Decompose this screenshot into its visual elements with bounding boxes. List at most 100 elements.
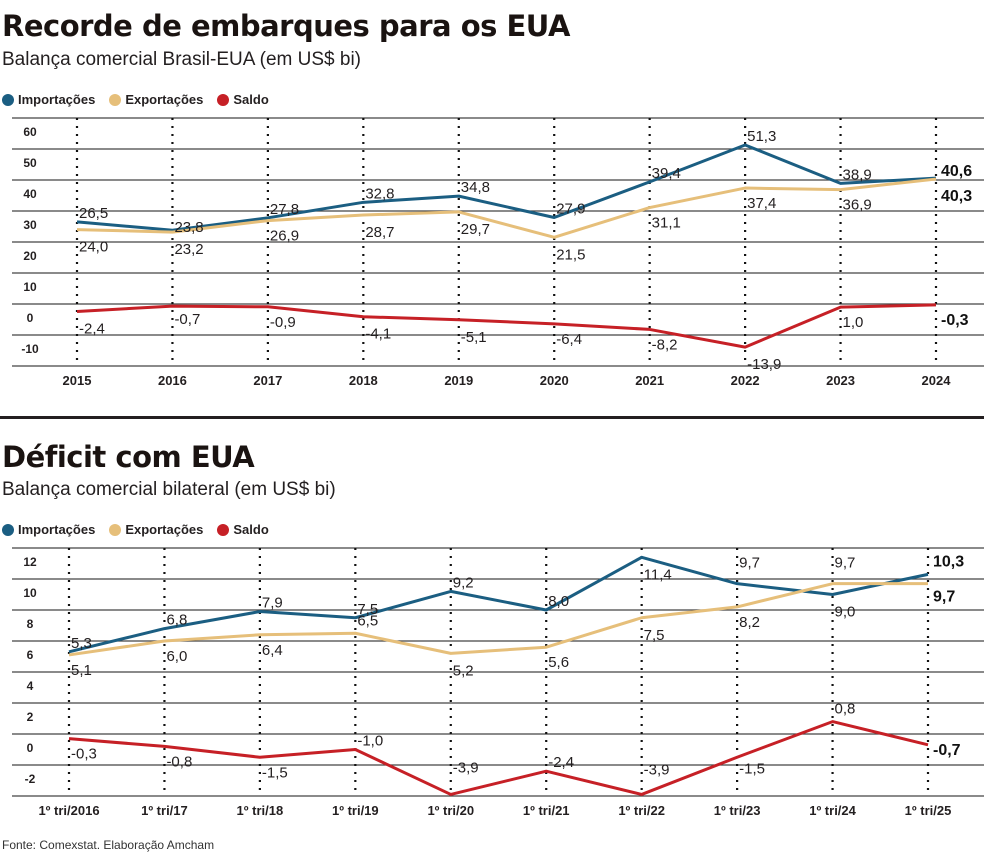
data-label-saldo: 0,8 [835,701,856,718]
data-label-importacoes: 9,2 [453,574,474,591]
x-tick-label: 2017 [253,373,282,388]
chart1-subtitle: Balança comercial Brasil-EUA (em US$ bi) [2,49,362,70]
chart1-plot: 60 50 40 30 20 10 0 -10 2015 2016 2017 2018 2019 2020… [12,117,984,388]
x-tick-label: 2023 [826,373,855,388]
data-label-exportacoes: 6,0 [166,648,187,665]
data-label-importacoes: 8,0 [548,593,569,610]
y-tick-label: -10 [21,342,39,356]
data-label-exportacoes: 21,5 [556,246,585,263]
data-label-exportacoes: 23,2 [174,241,203,258]
data-label-saldo: -6,4 [556,331,582,348]
data-label-saldo: -8,2 [652,336,678,353]
x-tick-label: 2022 [731,373,760,388]
source-footer: Fonte: Comexstat. Elaboração Amcham [2,838,215,852]
x-tick-label: 1º tri/23 [714,803,761,818]
x-tick-label: 2024 [922,373,952,388]
legend-label: Exportações [125,522,204,537]
y-tick-label: 12 [23,555,37,569]
data-label-importacoes: 5,3 [71,635,92,652]
data-label-saldo: -0,7 [933,742,961,759]
data-label-exportacoes: 6,5 [357,612,378,629]
data-label-saldo: -0,3 [941,312,969,329]
data-label-saldo: -0,3 [71,746,97,763]
data-label-saldo: -1,5 [262,764,288,781]
y-tick-label: 20 [23,249,37,263]
series-line-exportacoes [68,582,928,657]
y-tick-label: 6 [27,648,34,662]
x-tick-label: 1º tri/17 [141,803,188,818]
x-tick-label: 2016 [158,373,187,388]
data-label-exportacoes: 9,7 [933,589,955,606]
legend-label: Saldo [233,522,269,537]
data-label-saldo: -5,1 [461,329,487,346]
y-tick-label: 4 [27,679,34,693]
data-label-exportacoes: 5,2 [453,662,474,679]
data-label-importacoes: 11,4 [644,566,672,583]
x-tick-label: 2018 [349,373,378,388]
legend-label: Importações [18,522,96,537]
data-label-importacoes: 7,5 [357,601,378,618]
data-label-exportacoes: 29,7 [461,221,490,238]
data-label-saldo: -13,9 [747,356,781,373]
data-label-importacoes: 23,8 [174,219,203,236]
data-label-saldo: 1,0 [843,314,864,331]
legend-item-importacoes: Importações [2,522,95,537]
data-label-exportacoes: 36,9 [843,197,872,214]
data-label-saldo: -2,4 [79,320,105,337]
x-tick-label: 1º tri/19 [332,803,379,818]
exportacoes-swatch-icon [109,93,122,106]
series-line-saldo [68,720,929,796]
data-label-saldo: -1,5 [739,760,765,777]
data-label-saldo: -0,8 [166,753,192,770]
chart2-title: Déficit com EUA [2,440,255,474]
series-line-importacoes [76,143,937,232]
series-line-exportacoes [76,177,937,239]
series-line-saldo [76,303,937,349]
chart2-subtitle: Balança comercial bilateral (em US$ bi) [2,479,336,500]
data-label-saldo: -1,0 [357,733,383,750]
x-tick-label: 2019 [444,373,473,388]
data-label-saldo: -2,4 [548,754,574,771]
y-tick-label: 40 [23,187,37,201]
data-label-importacoes: 40,6 [941,163,972,180]
data-label-importacoes: 34,8 [461,179,490,196]
data-label-importacoes: 26,5 [79,205,108,222]
data-label-importacoes: 6,8 [166,612,187,629]
data-label-exportacoes: 26,9 [270,228,299,245]
legend-item-saldo: Saldo [217,92,269,107]
data-label-importacoes: 9,7 [739,555,760,572]
data-label-saldo: -0,7 [174,311,200,328]
y-tick-label: 10 [23,586,37,600]
legend-item-exportacoes: Exportações [109,522,203,537]
x-tick-label: 2021 [635,373,664,388]
data-label-importacoes: 10,3 [933,553,964,570]
y-tick-label: 0 [27,741,34,755]
x-tick-label: 1º tri/2016 [38,803,99,818]
x-tick-label: 2015 [63,373,92,388]
data-label-exportacoes: 40,3 [941,188,972,205]
x-tick-label: 1º tri/20 [427,803,474,818]
y-tick-label: 60 [23,125,37,139]
data-label-exportacoes: 8,2 [739,614,760,631]
y-tick-label: 0 [27,311,34,325]
importacoes-swatch-icon [2,93,14,106]
x-tick-label: 1º tri/21 [523,803,570,818]
data-label-importacoes: 32,8 [365,185,394,202]
y-tick-label: 50 [23,156,37,170]
data-label-exportacoes: 24,0 [79,239,108,256]
y-tick-label: 30 [23,218,37,232]
legend-item-importacoes: Importações [2,92,95,107]
chart2-plot: 12 10 8 6 4 2 0 -2 1º tri/2016 1º tri/17 1º tri/18… [12,547,984,818]
data-label-saldo: -3,9 [644,761,670,778]
saldo-swatch-icon [217,523,230,536]
data-label-exportacoes: 6,4 [262,642,283,659]
exportacoes-swatch-icon [109,523,122,536]
x-tick-label: 2020 [540,373,569,388]
chart1-title: Recorde de embarques para os EUA [2,9,570,43]
data-label-importacoes: 39,4 [652,165,681,182]
y-tick-label: 8 [27,617,34,631]
data-label-importacoes: 27,9 [556,201,585,218]
legend-item-exportacoes: Exportações [109,92,203,107]
data-label-importacoes: 51,3 [747,128,776,145]
data-label-saldo: -3,9 [453,759,479,776]
